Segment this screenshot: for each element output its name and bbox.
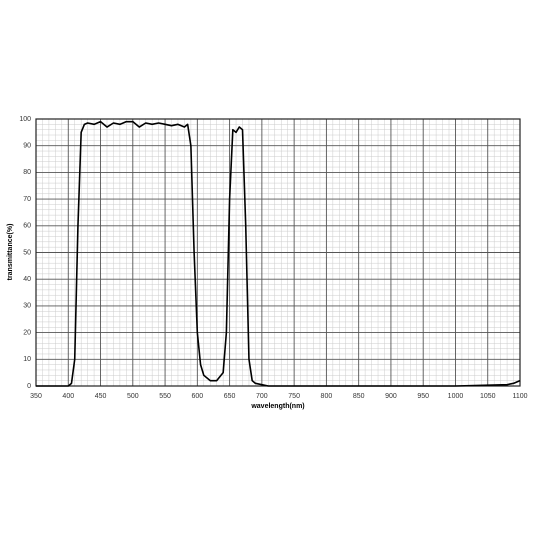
y-tick-label: 70 <box>23 196 31 203</box>
data-line <box>36 120 521 387</box>
x-tick-label: 850 <box>353 393 365 400</box>
x-tick-label: 1050 <box>480 393 496 400</box>
y-axis-title: transmittance(%) <box>7 224 14 281</box>
y-tick-label: 60 <box>23 223 31 230</box>
y-tick-label: 90 <box>23 143 31 150</box>
x-tick-label: 400 <box>62 393 74 400</box>
y-tick-label: 100 <box>19 116 31 123</box>
y-tick-label: 40 <box>23 276 31 283</box>
y-tick-label: 30 <box>23 303 31 310</box>
y-tick-label: 10 <box>23 356 31 363</box>
x-tick-label: 1000 <box>448 393 464 400</box>
x-tick-label: 1100 <box>512 393 527 400</box>
y-tick-label: 0 <box>27 383 31 390</box>
x-tick-label: 650 <box>224 393 236 400</box>
x-tick-label: 700 <box>256 393 268 400</box>
x-tick-label: 600 <box>191 393 203 400</box>
x-axis-title: wavelength(nm) <box>250 403 304 410</box>
x-tick-label: 350 <box>30 393 42 400</box>
x-tick-label: 500 <box>127 393 139 400</box>
y-tick-label: 20 <box>23 329 31 336</box>
x-tick-label: 550 <box>159 393 171 400</box>
x-tick-label: 450 <box>95 393 107 400</box>
x-tick-label: 750 <box>288 393 300 400</box>
x-tick-label: 900 <box>385 393 397 400</box>
x-tick-label: 800 <box>321 393 333 400</box>
y-tick-label: 50 <box>23 249 31 256</box>
y-tick-label: 80 <box>23 169 31 176</box>
x-tick-label: 950 <box>417 393 429 400</box>
